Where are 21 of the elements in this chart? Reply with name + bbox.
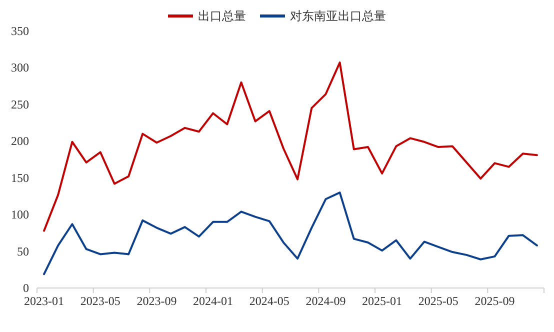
legend-label: 出口总量 bbox=[198, 9, 246, 23]
x-tick-label: 2024-09 bbox=[306, 294, 346, 308]
line-series bbox=[43, 62, 538, 232]
x-tick-label: 2024-05 bbox=[249, 294, 290, 308]
y-tick-label: 250 bbox=[11, 97, 29, 112]
x-tick-label: 2023-09 bbox=[136, 294, 177, 308]
y-tick-label: 200 bbox=[11, 134, 29, 148]
y-tick-label: 100 bbox=[11, 208, 29, 222]
x-tick-label: 2025-05 bbox=[418, 294, 458, 308]
x-tick-label: 2025-01 bbox=[362, 294, 402, 308]
y-tick-label: 0 bbox=[23, 281, 29, 295]
y-tick-label: 300 bbox=[11, 60, 29, 75]
legend-label: 对东南亚出口总量 bbox=[290, 9, 386, 23]
y-tick-label: 50 bbox=[17, 244, 29, 258]
x-tick-label: 2024-01 bbox=[193, 294, 234, 308]
x-tick-label: 2023-01 bbox=[24, 294, 64, 308]
y-tick-label: 350 bbox=[11, 24, 29, 38]
x-tick-label: 2023-05 bbox=[80, 294, 120, 308]
y-tick-label: 150 bbox=[11, 170, 29, 185]
line-series bbox=[43, 192, 538, 276]
x-tick-label: 2025-09 bbox=[474, 294, 515, 308]
